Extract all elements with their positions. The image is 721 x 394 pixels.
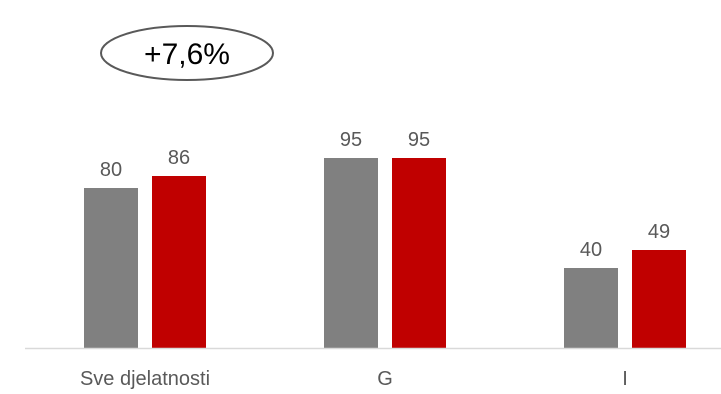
annotation-layer: +7,6% [100,25,274,81]
data-labels-layer: 80 86 95 95 40 49 [100,129,670,261]
data-label-series1-2: 95 [340,129,362,151]
x-tick-label-3: I [622,368,628,389]
x-tick-label-2: G [377,368,393,389]
x-tick-label-1: Sve djelatnosti [80,368,210,389]
data-label-series1-3: 40 [580,239,602,261]
data-label-series2-3: 49 [648,221,670,243]
bar-series2-2 [392,158,446,348]
bars-layer [84,158,686,348]
data-label-series2-2: 95 [408,129,430,151]
bar-series1-3 [564,268,618,348]
bar-series1-2 [324,158,378,348]
annotation-ellipse [100,25,274,81]
annotation-text: +7,6% [144,38,230,71]
bar-series2-1 [152,176,206,348]
data-label-series2-1: 86 [168,147,190,169]
bar-series2-3 [632,250,686,348]
bar-series1-1 [84,188,138,348]
x-tick-labels-layer: Sve djelatnosti G I [80,368,628,390]
data-label-series1-1: 80 [100,159,122,181]
